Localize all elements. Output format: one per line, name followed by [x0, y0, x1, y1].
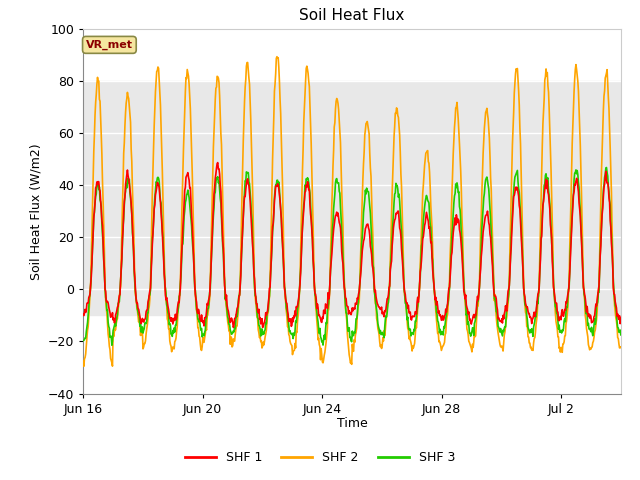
SHF 2 [617, 345, 625, 350]
SHF 3 [617, 332, 625, 338]
SHF 2 [80, 363, 88, 369]
SHF 3 [385, 300, 392, 305]
SHF 2 [385, 290, 393, 296]
SHF 1 [206, 292, 214, 298]
SHF 3 [79, 338, 87, 344]
SHF 1 [305, 187, 312, 192]
SHF 2 [79, 359, 87, 364]
Line: SHF 3: SHF 3 [83, 168, 621, 345]
Legend: SHF 1, SHF 2, SHF 3: SHF 1, SHF 2, SHF 3 [180, 446, 460, 469]
SHF 3 [603, 165, 611, 170]
SHF 3 [99, 232, 106, 238]
SHF 3 [276, 187, 284, 192]
SHF 2 [276, 96, 284, 102]
SHF 1 [259, 324, 266, 330]
Line: SHF 1: SHF 1 [83, 163, 621, 327]
X-axis label: Time: Time [337, 417, 367, 430]
SHF 1 [515, 193, 522, 199]
SHF 3 [304, 176, 312, 181]
SHF 1 [99, 223, 106, 228]
SHF 2 [305, 78, 312, 84]
SHF 3 [207, 286, 214, 292]
Line: SHF 2: SHF 2 [83, 57, 621, 366]
SHF 2 [99, 199, 107, 205]
SHF 1 [617, 316, 625, 322]
Text: VR_met: VR_met [86, 40, 133, 50]
Bar [83, 81, 621, 315]
Y-axis label: Soil Heat Flux (W/m2): Soil Heat Flux (W/m2) [29, 143, 42, 279]
SHF 2 [515, 88, 522, 94]
SHF 1 [214, 160, 221, 166]
SHF 2 [207, 277, 214, 283]
Title: Soil Heat Flux: Soil Heat Flux [300, 9, 404, 24]
SHF 3 [514, 179, 522, 185]
SHF 1 [276, 198, 284, 204]
SHF 1 [385, 285, 393, 290]
SHF 1 [79, 311, 87, 317]
SHF 3 [108, 342, 116, 348]
SHF 2 [273, 54, 281, 60]
